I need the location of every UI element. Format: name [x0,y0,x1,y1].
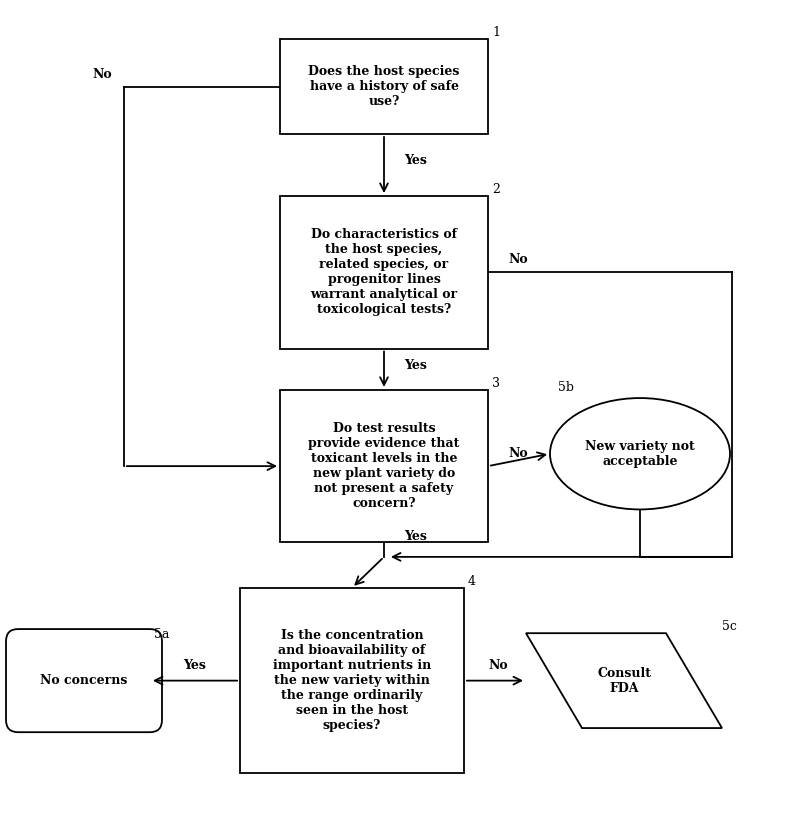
Text: 1: 1 [492,26,500,39]
Text: New variety not
acceptable: New variety not acceptable [585,440,695,468]
Text: No concerns: No concerns [40,674,128,687]
Polygon shape [526,634,722,728]
Text: 4: 4 [468,575,476,587]
Text: No: No [92,68,112,81]
Text: Yes: Yes [404,359,427,371]
Text: Yes: Yes [404,154,427,167]
FancyBboxPatch shape [6,629,162,733]
FancyBboxPatch shape [240,587,464,774]
Text: Does the host species
have a history of safe
use?: Does the host species have a history of … [308,65,460,108]
Text: Yes: Yes [404,530,427,543]
Ellipse shape [550,398,730,509]
FancyBboxPatch shape [280,389,488,543]
Text: No: No [508,447,528,460]
FancyBboxPatch shape [280,39,488,134]
Text: 3: 3 [492,377,500,390]
Text: Is the concentration
and bioavailability of
important nutrients in
the new varie: Is the concentration and bioavailability… [273,629,431,732]
Text: No: No [508,253,528,266]
Text: 5c: 5c [722,620,737,634]
Text: Consult
FDA: Consult FDA [597,667,651,695]
Text: 5a: 5a [154,629,170,642]
Text: 5b: 5b [558,381,574,394]
Text: 2: 2 [492,183,500,196]
Text: Do characteristics of
the host species,
related species, or
progenitor lines
war: Do characteristics of the host species, … [310,229,458,316]
Text: Yes: Yes [183,659,206,672]
FancyBboxPatch shape [280,196,488,348]
Text: No: No [488,659,508,672]
Text: Do test results
provide evidence that
toxicant levels in the
new plant variety d: Do test results provide evidence that to… [308,422,460,510]
